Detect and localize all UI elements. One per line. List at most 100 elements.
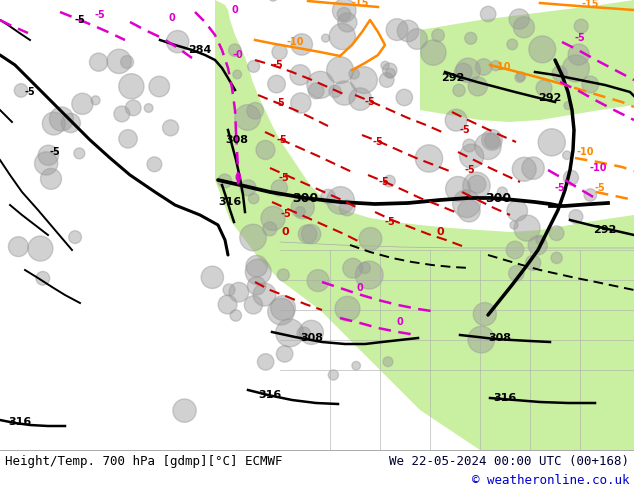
Circle shape <box>247 277 266 295</box>
Circle shape <box>41 169 61 189</box>
Circle shape <box>482 129 502 150</box>
Circle shape <box>551 252 562 264</box>
Text: 316: 316 <box>8 417 32 427</box>
Circle shape <box>262 222 277 236</box>
Circle shape <box>562 55 590 82</box>
Circle shape <box>14 84 28 97</box>
Circle shape <box>253 283 276 306</box>
Circle shape <box>119 130 137 148</box>
Text: 316: 316 <box>218 197 242 207</box>
Circle shape <box>120 55 134 69</box>
Text: -5: -5 <box>574 33 585 43</box>
Circle shape <box>512 157 536 181</box>
Circle shape <box>510 221 518 229</box>
Circle shape <box>562 151 571 159</box>
Text: -10: -10 <box>576 147 594 157</box>
Circle shape <box>355 261 383 289</box>
Text: We 22-05-2024 00:00 UTC (00+168): We 22-05-2024 00:00 UTC (00+168) <box>389 455 629 467</box>
Text: 0: 0 <box>436 227 444 237</box>
Circle shape <box>465 32 477 44</box>
Circle shape <box>508 266 524 281</box>
Circle shape <box>383 357 393 367</box>
Circle shape <box>329 24 356 49</box>
Circle shape <box>529 36 556 63</box>
Circle shape <box>332 0 356 23</box>
Circle shape <box>456 58 481 83</box>
Circle shape <box>257 354 274 370</box>
Circle shape <box>268 298 294 325</box>
Circle shape <box>515 73 524 82</box>
Circle shape <box>277 269 289 281</box>
Circle shape <box>517 72 526 81</box>
Text: -5: -5 <box>373 137 384 147</box>
Circle shape <box>453 190 481 218</box>
Circle shape <box>445 109 467 131</box>
Text: -5: -5 <box>378 177 389 187</box>
Circle shape <box>307 270 329 292</box>
Circle shape <box>269 0 278 1</box>
Circle shape <box>339 200 355 216</box>
Circle shape <box>247 102 263 119</box>
Circle shape <box>114 106 130 122</box>
Circle shape <box>42 112 65 135</box>
Text: 0: 0 <box>281 227 289 237</box>
Text: 316: 316 <box>493 393 517 403</box>
Circle shape <box>381 61 389 70</box>
Circle shape <box>290 65 311 85</box>
Circle shape <box>327 57 354 83</box>
Circle shape <box>223 284 235 296</box>
Circle shape <box>8 237 29 257</box>
Circle shape <box>162 120 179 136</box>
Text: -0: -0 <box>233 50 243 60</box>
Circle shape <box>463 172 490 199</box>
Circle shape <box>359 262 370 273</box>
Circle shape <box>349 88 372 110</box>
Circle shape <box>564 101 572 110</box>
Text: 308: 308 <box>226 135 249 145</box>
Circle shape <box>91 96 100 105</box>
Circle shape <box>384 175 396 187</box>
Circle shape <box>337 7 351 21</box>
Circle shape <box>549 226 564 241</box>
Text: 284: 284 <box>188 45 212 55</box>
Circle shape <box>468 175 486 194</box>
Circle shape <box>468 326 495 353</box>
Text: -10: -10 <box>589 163 607 173</box>
Circle shape <box>352 362 361 370</box>
Circle shape <box>398 20 418 42</box>
Text: Height/Temp. 700 hPa [gdmp][°C] ECMWF: Height/Temp. 700 hPa [gdmp][°C] ECMWF <box>5 455 283 467</box>
Circle shape <box>233 70 242 79</box>
Circle shape <box>290 93 311 113</box>
Circle shape <box>473 302 496 326</box>
Circle shape <box>235 105 261 130</box>
Circle shape <box>72 93 93 115</box>
Circle shape <box>507 200 527 221</box>
Circle shape <box>432 29 444 42</box>
Text: 0: 0 <box>356 283 363 293</box>
Circle shape <box>564 170 579 185</box>
Circle shape <box>460 144 484 168</box>
Circle shape <box>538 129 566 156</box>
Circle shape <box>89 53 108 71</box>
Circle shape <box>484 133 500 148</box>
Circle shape <box>256 141 275 159</box>
Text: 292: 292 <box>593 225 617 235</box>
Circle shape <box>126 100 141 116</box>
Text: -15: -15 <box>351 0 369 8</box>
Circle shape <box>446 176 470 201</box>
Text: -5: -5 <box>385 217 396 227</box>
Circle shape <box>349 69 359 79</box>
Text: 316: 316 <box>259 390 281 400</box>
Text: -5: -5 <box>275 98 285 108</box>
Circle shape <box>335 296 360 321</box>
Circle shape <box>359 227 382 250</box>
Circle shape <box>28 236 53 261</box>
Circle shape <box>415 145 443 172</box>
Circle shape <box>382 63 397 77</box>
Circle shape <box>526 255 541 270</box>
Circle shape <box>147 157 162 172</box>
Text: -5: -5 <box>49 147 60 157</box>
Circle shape <box>295 207 305 217</box>
Circle shape <box>332 81 356 105</box>
Circle shape <box>421 40 446 65</box>
